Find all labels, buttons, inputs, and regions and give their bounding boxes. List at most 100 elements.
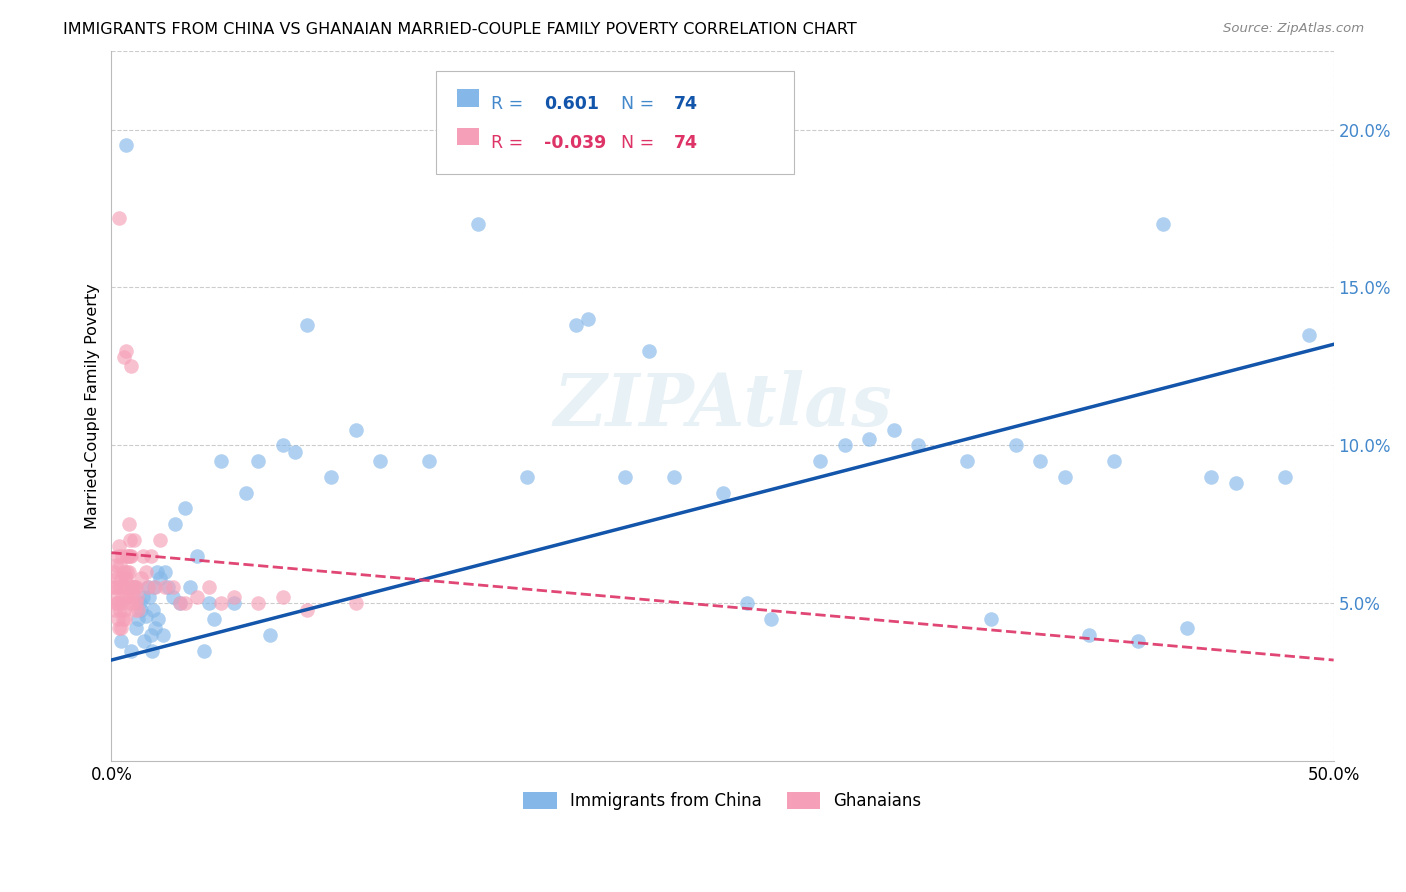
Point — [186, 590, 208, 604]
Point — [111, 596, 134, 610]
Point — [883, 423, 905, 437]
Point — [145, 581, 167, 595]
Point — [1225, 476, 1247, 491]
Point — [711, 485, 734, 500]
Point — [209, 596, 232, 610]
Text: N =: N = — [621, 134, 661, 152]
Point — [956, 454, 979, 468]
Point — [169, 596, 191, 610]
Point — [1298, 327, 1320, 342]
Point — [368, 454, 391, 468]
Point — [117, 565, 139, 579]
Point — [169, 596, 191, 610]
Point — [163, 517, 186, 532]
Text: Source: ZipAtlas.com: Source: ZipAtlas.com — [1223, 22, 1364, 36]
Point — [198, 581, 221, 595]
Point — [145, 622, 167, 636]
Point — [1152, 217, 1174, 231]
Point — [120, 549, 142, 563]
Point — [136, 581, 159, 595]
Point — [135, 608, 157, 623]
Text: 74: 74 — [673, 95, 697, 113]
Point — [1005, 438, 1028, 452]
Point — [115, 343, 138, 358]
Text: 0.601: 0.601 — [544, 95, 599, 113]
Point — [110, 634, 132, 648]
Point — [143, 581, 166, 595]
Point — [112, 565, 135, 579]
Point — [613, 470, 636, 484]
Point — [156, 581, 179, 595]
Point — [114, 571, 136, 585]
Point — [1053, 470, 1076, 484]
Point — [117, 565, 139, 579]
Point — [222, 590, 245, 604]
Point — [247, 596, 270, 610]
Point — [565, 318, 588, 333]
Point — [108, 602, 131, 616]
Point — [129, 602, 152, 616]
Point — [344, 596, 367, 610]
Point — [761, 612, 783, 626]
Point — [120, 549, 142, 563]
Point — [576, 312, 599, 326]
Point — [120, 359, 142, 374]
Point — [284, 444, 307, 458]
Point — [202, 612, 225, 626]
Point — [115, 138, 138, 153]
Point — [134, 634, 156, 648]
Point — [117, 581, 139, 595]
Point — [129, 571, 152, 585]
Point — [112, 612, 135, 626]
Point — [1274, 470, 1296, 484]
Point — [117, 549, 139, 563]
Point — [125, 581, 148, 595]
Point — [295, 602, 318, 616]
Point — [139, 628, 162, 642]
Point — [1078, 628, 1101, 642]
Point — [1175, 622, 1198, 636]
Point — [132, 549, 155, 563]
Point — [145, 565, 167, 579]
Point — [122, 533, 145, 547]
Point — [101, 581, 124, 595]
Point — [112, 602, 135, 616]
Point — [149, 571, 172, 585]
Point — [136, 581, 159, 595]
Point — [110, 622, 132, 636]
Point — [110, 581, 132, 595]
Point — [179, 581, 201, 595]
Point — [1102, 454, 1125, 468]
Point — [104, 558, 127, 573]
Point — [980, 612, 1002, 626]
Point — [110, 571, 132, 585]
Point — [115, 571, 138, 585]
Point — [107, 211, 129, 225]
Text: R =: R = — [491, 134, 529, 152]
Point — [321, 470, 343, 484]
Point — [128, 596, 150, 610]
Point — [146, 612, 169, 626]
Point — [118, 517, 141, 532]
Point — [467, 217, 489, 231]
Point — [108, 558, 131, 573]
Point — [111, 590, 134, 604]
Point — [127, 602, 149, 616]
Point — [808, 454, 831, 468]
Point — [1029, 454, 1052, 468]
Point — [138, 590, 160, 604]
Point — [193, 643, 215, 657]
Point — [344, 423, 367, 437]
Point — [125, 622, 148, 636]
Point — [139, 549, 162, 563]
Point — [103, 565, 125, 579]
Point — [124, 581, 146, 595]
Point — [173, 501, 195, 516]
Point — [125, 590, 148, 604]
Point — [114, 612, 136, 626]
Text: N =: N = — [621, 95, 661, 113]
Point — [295, 318, 318, 333]
Point — [142, 602, 165, 616]
Point — [107, 549, 129, 563]
Point — [162, 581, 184, 595]
